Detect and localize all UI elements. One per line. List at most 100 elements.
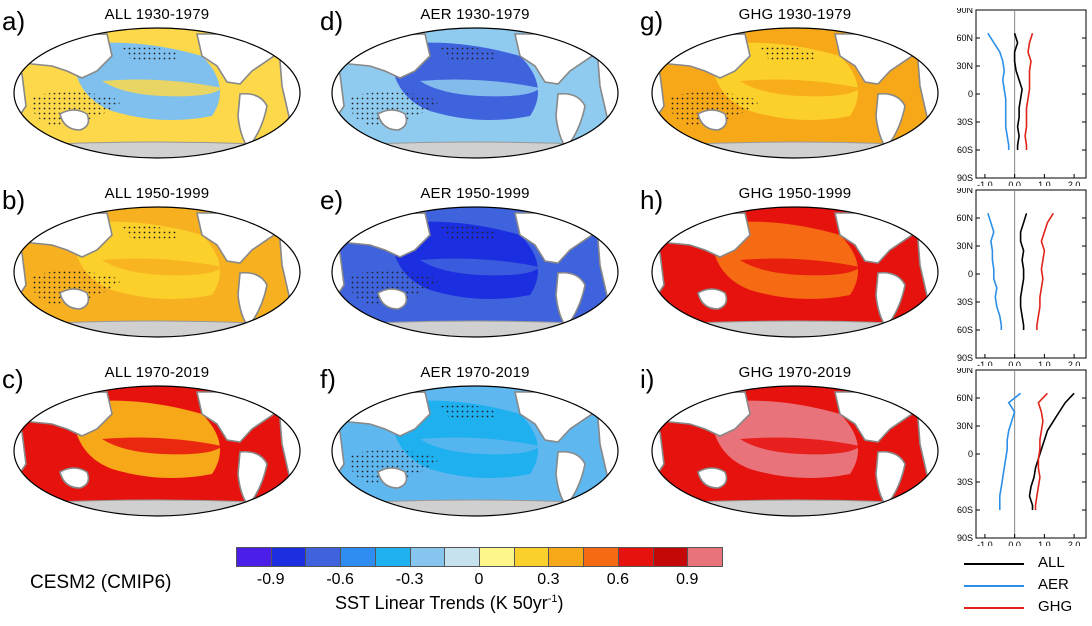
profile-line-aer	[987, 213, 1003, 330]
profile-svg: 90N 60N 30N 0 30S 60S 90S -1.0 0.0 1.0 2.0	[956, 188, 1087, 366]
legend-label-aer: AER	[1038, 576, 1069, 593]
profile-legend: ALL AER GHG	[960, 554, 1092, 624]
continent-shape	[59, 288, 90, 310]
map-border	[651, 385, 939, 517]
panel-letter: b)	[2, 185, 26, 215]
legend-swatch-aer	[964, 585, 1024, 587]
legend-swatch-ghg	[964, 607, 1024, 609]
colorbar-segment	[444, 547, 480, 567]
y-tick-label: 0	[968, 269, 973, 279]
profile-line-aer	[987, 32, 1010, 150]
colorbar-tick-label: 0.9	[676, 571, 699, 588]
map-border	[331, 206, 619, 338]
y-tick-label: 0	[968, 89, 973, 99]
y-tick-label: 30S	[957, 297, 973, 307]
panel-title: ALL 1950-1999	[104, 185, 210, 202]
x-tick-label: -1.0	[977, 180, 993, 186]
y-tick-label: 30S	[957, 477, 973, 487]
panel-title: GHG 1930-1979	[738, 6, 852, 23]
colorbar-title-main: SST Linear Trends (K 50yr	[335, 593, 548, 613]
map-border	[651, 206, 939, 338]
panel-title: AER 1950-1999	[420, 185, 530, 202]
tropical-band	[740, 258, 860, 276]
legend-item-ghg: GHG	[960, 598, 1092, 618]
colorbar-segment	[270, 547, 307, 567]
continent-shape	[237, 271, 268, 329]
colorbar-tick-label: -0.6	[326, 571, 354, 588]
x-tick-label: 1.0	[1038, 360, 1051, 366]
model-label: CESM2 (CMIP6)	[30, 572, 172, 593]
panel-e: e) AER 1950-1999	[320, 181, 620, 341]
tropical-band	[102, 437, 222, 455]
map-border	[13, 27, 301, 159]
panel-i: i) GHG 1970-2019	[640, 360, 940, 520]
colorbar-segment	[617, 547, 654, 567]
antarctica	[652, 141, 938, 158]
map-border	[651, 27, 939, 159]
panel-g: g) GHG 1930-1979	[640, 2, 940, 162]
colorbar-segment	[340, 547, 376, 567]
y-tick-label: 30S	[957, 117, 973, 127]
colorbar-segment	[583, 547, 619, 567]
map-border	[331, 385, 619, 517]
y-tick-label: 90S	[957, 173, 973, 183]
continent-shape	[237, 92, 268, 150]
colorbar-tick-label: -0.9	[256, 571, 285, 588]
sst-map	[331, 385, 619, 517]
profile-line-all	[1019, 213, 1028, 330]
tropical-band	[420, 79, 540, 97]
continent-shape	[377, 109, 408, 131]
significance-stippling	[31, 226, 182, 305]
panel-title: GHG 1950-1999	[738, 185, 852, 202]
colorbar-segment	[479, 547, 515, 567]
x-tick-label: 2.0	[1068, 360, 1081, 366]
continent-shape	[237, 450, 268, 508]
continent-shape	[555, 271, 586, 329]
map-border	[331, 27, 619, 159]
colorbar-tick-label: -0.3	[395, 571, 424, 588]
antarctica	[332, 141, 618, 158]
panel-f: f) AER 1970-2019	[320, 360, 620, 520]
y-tick-label: 90N	[956, 368, 973, 375]
x-tick-label: 1.0	[1038, 540, 1051, 546]
continent-shape	[875, 271, 906, 329]
sst-map	[331, 206, 619, 338]
x-tick-label: 0.0	[1008, 540, 1021, 546]
antarctica	[14, 141, 300, 158]
significance-stippling	[669, 47, 820, 126]
colorbar-title-end: )	[557, 593, 564, 613]
y-tick-label: 60N	[956, 213, 973, 223]
y-tick-label: 60N	[956, 393, 973, 403]
legend-label-all: ALL	[1038, 554, 1065, 571]
y-tick-label: 90S	[957, 353, 973, 363]
y-tick-label: 60N	[956, 33, 973, 43]
tropical-band	[740, 437, 860, 455]
continent-shape	[875, 92, 906, 150]
panel-h: h) GHG 1950-1999	[640, 181, 940, 341]
colorbar-segment	[652, 547, 689, 567]
profile-plot-3: 90N 60N 30N 0 30S 60S 90S -1.0 0.0 1.0 2.0	[948, 368, 1092, 546]
colorbar-tick-label: 0.3	[537, 571, 560, 588]
panel-letter: i)	[640, 364, 655, 394]
colorbar-segment	[236, 547, 272, 567]
continent-shape	[697, 288, 728, 310]
colorbar-segment	[513, 547, 550, 567]
continent-shape	[377, 288, 408, 310]
legend-item-aer: AER	[960, 576, 1092, 596]
y-tick-label: 90S	[957, 533, 973, 543]
colorbar-segment	[409, 547, 446, 567]
profile-svg: 90N 60N 30N 0 30S 60S 90S -1.0 0.0 1.0 2.0	[956, 8, 1087, 186]
antarctica	[332, 499, 618, 516]
profile-line-ghg	[1036, 212, 1054, 330]
sst-map	[13, 385, 301, 517]
colorbar-segment	[548, 547, 585, 567]
colorbar-segment	[687, 547, 723, 567]
sst-map	[13, 206, 301, 338]
continent-shape	[555, 92, 586, 150]
colorbar-tick-label: 0	[474, 571, 484, 588]
continent-shape	[697, 109, 728, 131]
tropical-band	[740, 79, 860, 97]
antarctica	[14, 320, 300, 337]
antarctica	[332, 320, 618, 337]
x-tick-label: 2.0	[1068, 540, 1081, 546]
